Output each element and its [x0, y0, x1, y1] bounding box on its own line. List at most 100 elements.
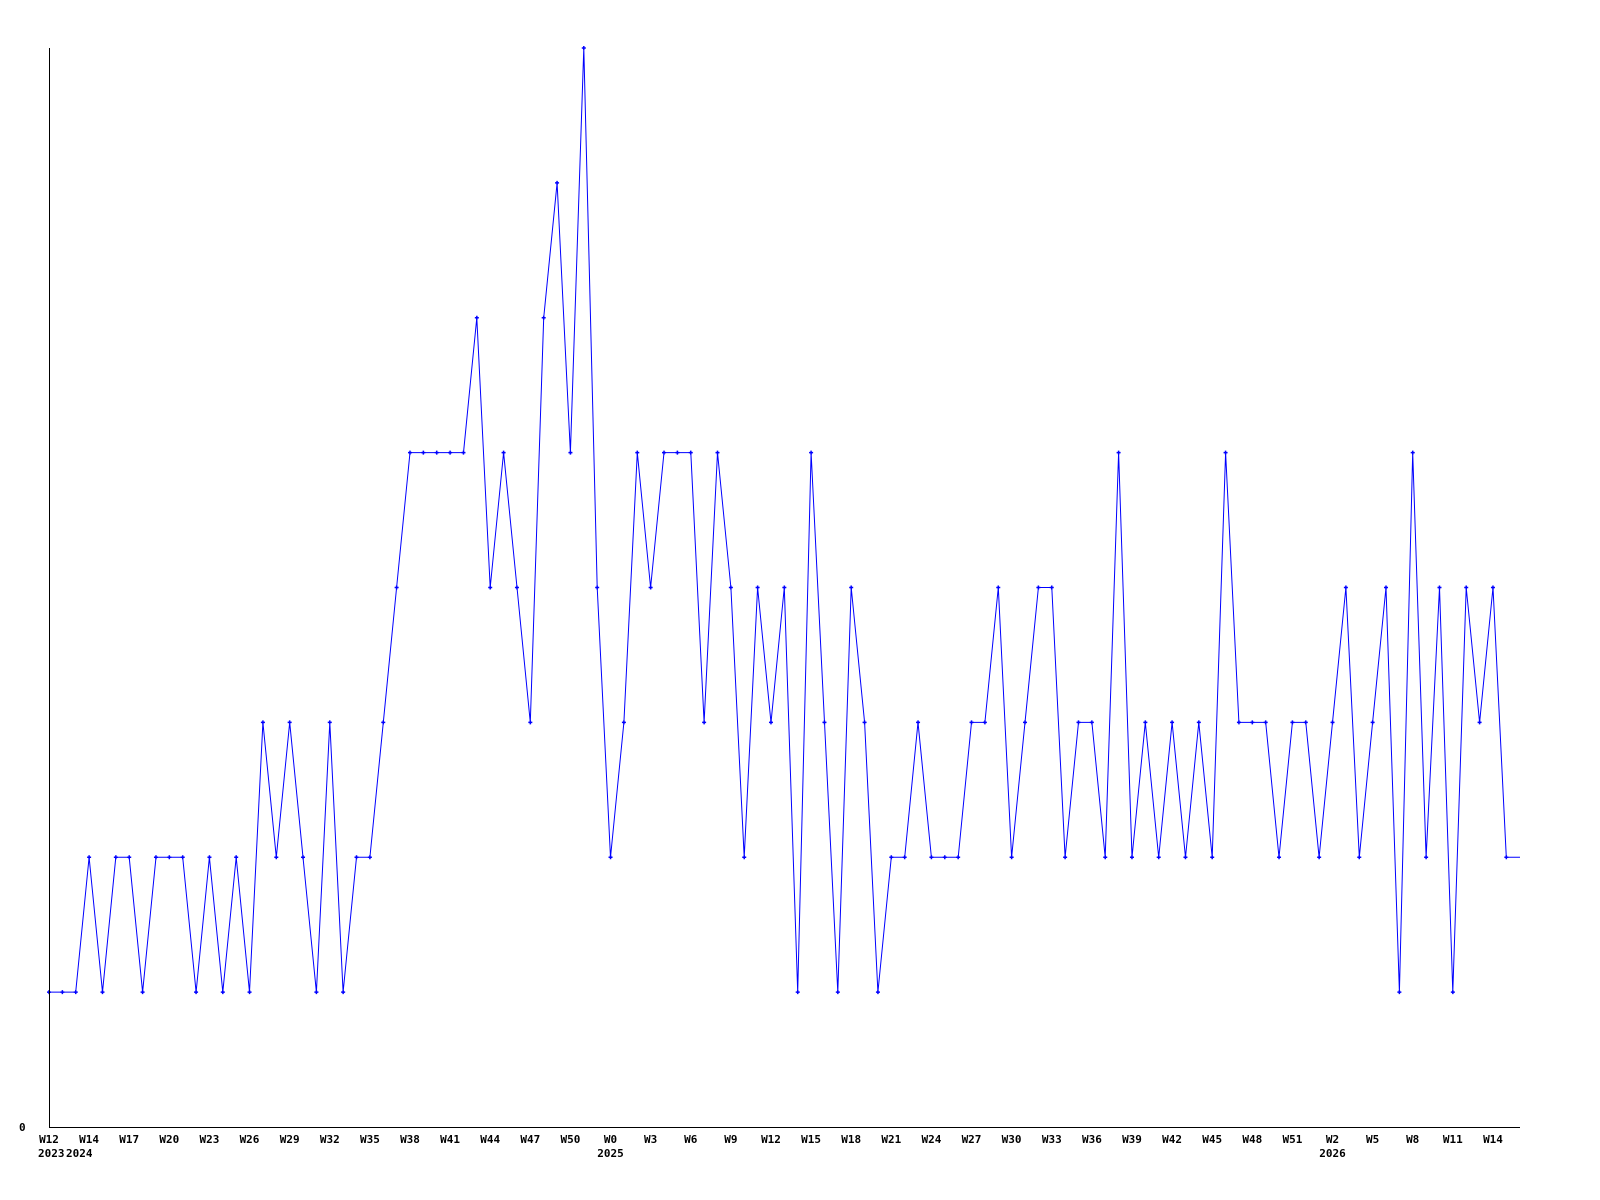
- x-tick-label: W11: [1443, 1133, 1463, 1146]
- data-point: [1504, 855, 1509, 860]
- x-tick-label: W35: [360, 1133, 380, 1146]
- x-tick-label: W17: [119, 1133, 139, 1146]
- data-point: [1143, 720, 1148, 725]
- x-tick-label: W33: [1042, 1133, 1062, 1146]
- data-point: [1210, 855, 1215, 860]
- data-point: [795, 990, 800, 995]
- data-point: [1397, 990, 1402, 995]
- data-point: [434, 450, 439, 455]
- data-point: [595, 585, 600, 590]
- data-point: [1036, 585, 1041, 590]
- x-tick-label: W32: [320, 1133, 340, 1146]
- x-tick-label: W48: [1242, 1133, 1262, 1146]
- data-point: [474, 315, 479, 320]
- data-point: [1049, 585, 1054, 590]
- data-point: [1156, 855, 1161, 860]
- data-point: [1424, 855, 1429, 860]
- data-point: [1129, 855, 1134, 860]
- x-tick-label: W9: [724, 1133, 737, 1146]
- x-tick-label: W27: [962, 1133, 982, 1146]
- data-point: [1330, 720, 1335, 725]
- data-point: [1023, 720, 1028, 725]
- x-tick-label: W12: [761, 1133, 781, 1146]
- data-point: [247, 990, 252, 995]
- data-point: [675, 450, 680, 455]
- data-point: [1009, 855, 1014, 860]
- data-point: [1303, 720, 1308, 725]
- data-point: [1103, 855, 1108, 860]
- x-tick-label: W21: [881, 1133, 901, 1146]
- data-point: [127, 855, 132, 860]
- data-point: [688, 450, 693, 455]
- data-point: [301, 855, 306, 860]
- data-point: [621, 720, 626, 725]
- year-label: 2025: [597, 1147, 624, 1160]
- data-point: [702, 720, 707, 725]
- x-tick-label: W0: [604, 1133, 617, 1146]
- data-point: [1277, 855, 1282, 860]
- data-point: [1290, 720, 1295, 725]
- data-point: [608, 855, 613, 860]
- data-point: [822, 720, 827, 725]
- data-point: [528, 720, 533, 725]
- data-point: [809, 450, 814, 455]
- data-point: [835, 990, 840, 995]
- data-point: [1223, 450, 1228, 455]
- x-tick-label: W14: [79, 1133, 99, 1146]
- data-point: [1464, 585, 1469, 590]
- data-point: [875, 990, 880, 995]
- data-point: [341, 990, 346, 995]
- data-point: [100, 990, 105, 995]
- chart-marks: [47, 46, 1520, 995]
- x-tick-label: W44: [480, 1133, 500, 1146]
- data-point: [889, 855, 894, 860]
- year-label: 2023: [38, 1147, 65, 1160]
- x-tick-labels: W12 W14 W17 W20 W23 W26 W29 W32 W35 W38 W41 W44 W47 W…: [38, 1133, 1503, 1160]
- data-point: [488, 585, 493, 590]
- x-tick-label: W12: [39, 1133, 59, 1146]
- data-point: [782, 585, 787, 590]
- data-point: [1183, 855, 1188, 860]
- data-point: [648, 585, 653, 590]
- x-tick-label: W23: [199, 1133, 219, 1146]
- data-point: [635, 450, 640, 455]
- data-point: [1477, 720, 1482, 725]
- x-tick-label: W14: [1483, 1133, 1503, 1146]
- data-point: [1263, 720, 1268, 725]
- x-tick-label: W15: [801, 1133, 821, 1146]
- data-point: [568, 450, 573, 455]
- data-point: [87, 855, 92, 860]
- data-point: [1384, 585, 1388, 590]
- data-point: [982, 720, 987, 725]
- data-point: [73, 990, 78, 995]
- data-point: [153, 855, 158, 860]
- data-point: [715, 450, 720, 455]
- data-point: [1063, 855, 1068, 860]
- x-tick-label: W30: [1002, 1133, 1022, 1146]
- data-point: [287, 720, 292, 725]
- x-tick-label: W41: [440, 1133, 460, 1146]
- data-point: [1437, 585, 1442, 590]
- x-tick-label: W36: [1082, 1133, 1102, 1146]
- data-point: [1116, 450, 1121, 455]
- data-point: [956, 855, 961, 860]
- data-point: [354, 855, 359, 860]
- x-tick-label: W45: [1202, 1133, 1222, 1146]
- x-tick-label: W3: [644, 1133, 657, 1146]
- data-point: [234, 855, 239, 860]
- x-tick-label: W8: [1406, 1133, 1419, 1146]
- data-point: [140, 990, 145, 995]
- x-tick-label: W51: [1282, 1133, 1302, 1146]
- series-line: [49, 47, 1520, 993]
- data-point: [367, 855, 372, 860]
- data-point: [1170, 720, 1175, 725]
- data-point: [755, 585, 760, 590]
- data-point: [555, 180, 560, 185]
- data-point: [448, 450, 453, 455]
- data-point: [381, 720, 386, 725]
- data-point: [207, 855, 212, 860]
- data-point: [1089, 720, 1094, 725]
- x-tick-label: W20: [159, 1133, 179, 1146]
- data-point: [167, 855, 172, 860]
